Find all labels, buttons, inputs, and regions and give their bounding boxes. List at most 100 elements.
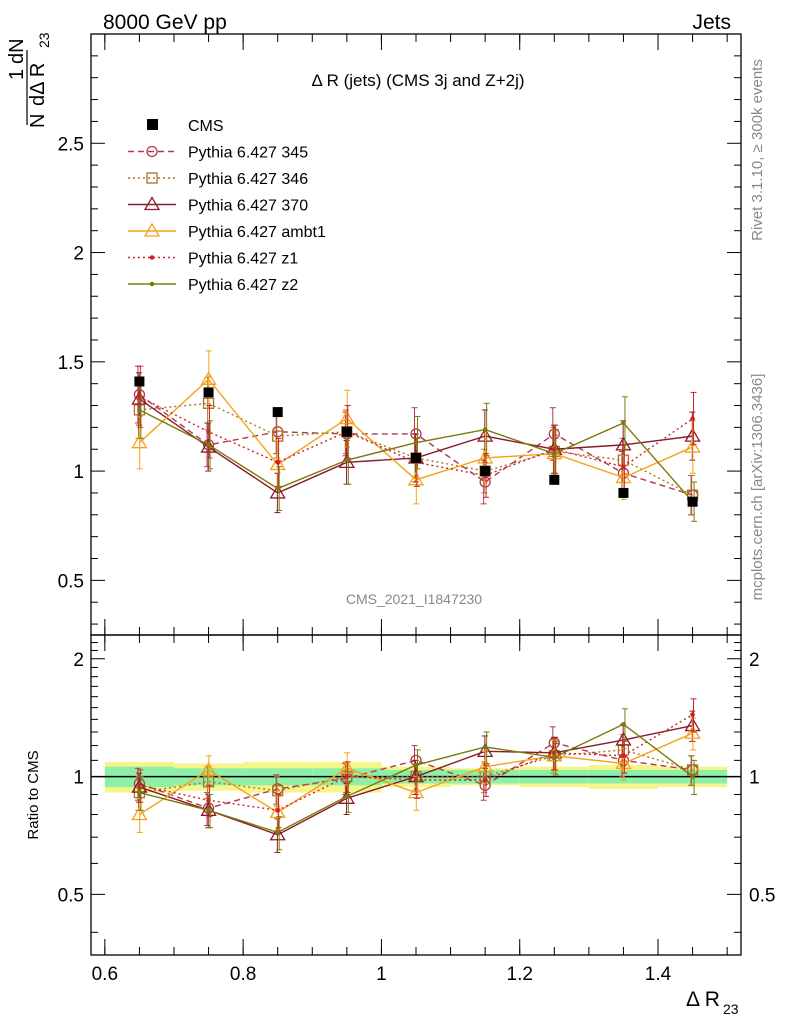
marker-dot — [206, 442, 211, 448]
legend-entry: Pythia 6.427 346 — [128, 171, 308, 188]
marker-dot — [690, 774, 695, 779]
marker-dot — [690, 416, 695, 421]
svg-text:Δ R: Δ R — [686, 988, 720, 1011]
marker-triangle — [615, 436, 632, 451]
marker-triangle — [269, 804, 286, 819]
marker-dot — [275, 460, 281, 465]
marker-square — [272, 785, 284, 797]
svg-text:dΔ R: dΔ R — [27, 63, 49, 106]
svg-text:dN: dN — [6, 38, 28, 64]
marker-triangle — [477, 449, 494, 464]
x-tick-label: 1.4 — [645, 964, 672, 985]
y-tick-label: 2 — [73, 244, 84, 265]
x-tick-label: 0.6 — [92, 964, 118, 985]
x-tick-label: 0.8 — [230, 964, 256, 985]
watermark: CMS_2021_I1847230 — [346, 591, 482, 607]
marker-dot — [275, 830, 281, 835]
ratio-series — [131, 698, 701, 853]
marker-dot — [551, 755, 557, 760]
marker-triangle — [407, 784, 425, 799]
marker-triangle — [200, 761, 217, 776]
main-series-5 — [137, 380, 698, 522]
cms-data-point — [687, 496, 698, 507]
marker-dot — [275, 486, 281, 491]
main-series — [131, 350, 701, 522]
marker-triangle — [131, 390, 148, 405]
cms-data — [134, 376, 698, 507]
cms-data-point — [203, 387, 214, 398]
legend-entry: Pythia 6.427 ambt1 — [128, 222, 326, 241]
x-tick-label: 1.2 — [507, 964, 533, 985]
legend-label: Pythia 6.427 z1 — [188, 251, 298, 268]
header-right: Jets — [692, 11, 731, 34]
ratio-y-tick-label: 0.5 — [58, 885, 84, 906]
header-left: 8000 GeV pp — [103, 11, 227, 34]
marker-dot — [275, 807, 281, 813]
svg-text:23: 23 — [723, 1001, 739, 1017]
legend-entry: Pythia 6.427 z1 — [128, 251, 298, 268]
svg-text:23: 23 — [36, 32, 52, 48]
marker-square — [146, 172, 158, 184]
marker-triangle — [143, 196, 161, 211]
cms-data-point — [549, 474, 560, 485]
marker-dot — [206, 807, 211, 813]
series-line — [139, 396, 693, 477]
marker-dot — [690, 712, 695, 717]
marker-dot — [621, 753, 626, 759]
marker-triangle — [684, 438, 701, 453]
marker-dot — [482, 777, 488, 783]
marker-dot — [621, 420, 626, 426]
marker-triangle — [269, 484, 286, 499]
marker-dot — [344, 457, 350, 463]
cms-data-point — [480, 466, 491, 477]
marker-triangle — [200, 371, 217, 385]
cms-data-point — [341, 426, 352, 437]
marker-triangle — [615, 469, 632, 484]
legend-label-cms: CMS — [188, 118, 224, 135]
legend-entry: Pythia 6.427 370 — [128, 196, 308, 215]
legend-label: Pythia 6.427 z2 — [188, 277, 298, 294]
rivet-label: Rivet 3.1.10, ≥ 300k events — [749, 59, 766, 241]
marker-dot — [344, 794, 350, 799]
legend-entry: Pythia 6.427 z2 — [128, 277, 298, 294]
marker-dot — [344, 774, 350, 779]
y-tick-label: 2.5 — [58, 134, 84, 155]
y-tick-label: 1 — [73, 462, 84, 483]
ratio-series-5 — [137, 708, 698, 851]
marker-triangle — [131, 806, 148, 821]
svg-text:N: N — [27, 114, 49, 128]
marker-dot — [413, 762, 419, 768]
marker-dot — [551, 451, 557, 456]
legend-entry-cms: CMS — [147, 118, 224, 135]
main-series-4 — [137, 365, 697, 498]
marker-triangle — [200, 438, 217, 453]
marker-triangle — [338, 790, 355, 804]
marker-triangle — [338, 410, 355, 425]
legend-label: Pythia 6.427 370 — [188, 198, 308, 215]
cms-data-point — [134, 376, 145, 387]
x-tick-label: 1 — [376, 964, 387, 985]
chart-title: Δ R (jets) (CMS 3j and Z+2j) — [311, 71, 524, 90]
marker-triangle — [143, 222, 161, 237]
marker-triangle — [269, 826, 286, 841]
main-axes: 0.5 1 1.5 2 2.5 — [58, 34, 741, 635]
marker-triangle — [338, 759, 355, 774]
ratio-axes: 0.5 1 2 0.5 1 2 0.6 0.8 1 1.2 1.4 — [58, 635, 775, 985]
ratio-y-tick-label-right: 0.5 — [749, 885, 775, 906]
ratio-y-label: Ratio to CMS — [25, 750, 42, 839]
legend-label: Pythia 6.427 345 — [188, 145, 308, 162]
cms-data-point — [618, 487, 629, 498]
legend-label: Pythia 6.427 346 — [188, 171, 308, 188]
cms-data-point — [272, 407, 283, 418]
main-y-label: 1 N dN dΔ R 23 — [6, 32, 52, 128]
ratio-y-tick-label-right: 2 — [749, 650, 760, 671]
legend-entry: Pythia 6.427 345 — [128, 145, 308, 162]
legend-marker-cms — [147, 119, 158, 130]
marker-dot — [482, 744, 488, 750]
mcplots-label: mcplots.cern.ch [arXiv:1306.3436] — [749, 374, 766, 601]
svg-text:1: 1 — [6, 69, 28, 80]
marker-dot — [621, 464, 626, 470]
marker-dot — [621, 722, 626, 727]
y-tick-label: 1.5 — [58, 353, 84, 374]
